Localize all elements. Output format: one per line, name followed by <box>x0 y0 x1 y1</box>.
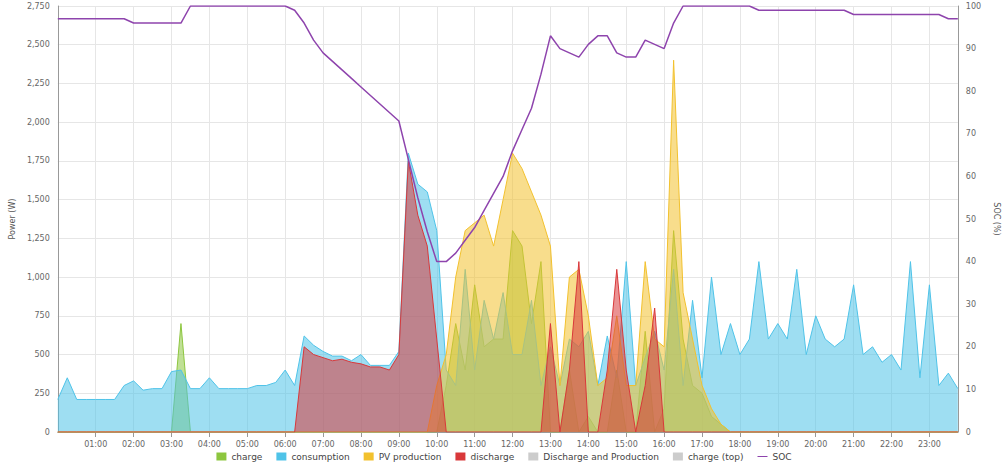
svg-text:06:00: 06:00 <box>274 440 297 449</box>
svg-text:13:00: 13:00 <box>539 440 562 449</box>
svg-text:19:00: 19:00 <box>766 440 789 449</box>
svg-text:100: 100 <box>966 2 981 11</box>
svg-text:50: 50 <box>966 215 976 224</box>
svg-text:1,250: 1,250 <box>27 234 50 243</box>
svg-text:10:00: 10:00 <box>425 440 448 449</box>
svg-text:500: 500 <box>35 350 50 359</box>
svg-text:18:00: 18:00 <box>728 440 751 449</box>
svg-text:40: 40 <box>966 257 976 266</box>
svg-text:15:00: 15:00 <box>615 440 638 449</box>
svg-text:20:00: 20:00 <box>804 440 827 449</box>
svg-text:21:00: 21:00 <box>842 440 865 449</box>
svg-text:discharge: discharge <box>470 452 514 462</box>
svg-text:250: 250 <box>35 389 50 398</box>
svg-text:Discharge and Production: Discharge and Production <box>543 452 659 462</box>
svg-text:1,750: 1,750 <box>27 156 50 165</box>
svg-text:2,250: 2,250 <box>27 79 50 88</box>
svg-text:07:00: 07:00 <box>312 440 335 449</box>
svg-text:12:00: 12:00 <box>501 440 524 449</box>
svg-text:SOC (%): SOC (%) <box>992 202 1001 235</box>
svg-text:30: 30 <box>966 300 976 309</box>
svg-text:2,000: 2,000 <box>27 118 50 127</box>
svg-text:10: 10 <box>966 385 976 394</box>
svg-text:23:00: 23:00 <box>918 440 941 449</box>
svg-text:04:00: 04:00 <box>198 440 221 449</box>
svg-text:01:00: 01:00 <box>84 440 107 449</box>
svg-text:0: 0 <box>966 428 971 437</box>
svg-text:60: 60 <box>966 172 976 181</box>
svg-text:17:00: 17:00 <box>691 440 714 449</box>
svg-text:Power (W): Power (W) <box>8 199 17 240</box>
svg-text:05:00: 05:00 <box>236 440 259 449</box>
svg-text:22:00: 22:00 <box>880 440 903 449</box>
svg-text:14:00: 14:00 <box>577 440 600 449</box>
svg-text:PV production: PV production <box>379 452 442 462</box>
svg-text:80: 80 <box>966 87 976 96</box>
svg-text:750: 750 <box>35 311 50 320</box>
svg-text:16:00: 16:00 <box>653 440 676 449</box>
svg-text:90: 90 <box>966 44 976 53</box>
svg-text:consumption: consumption <box>291 452 349 462</box>
svg-text:2,750: 2,750 <box>27 2 50 11</box>
svg-text:charge: charge <box>231 452 262 462</box>
svg-text:09:00: 09:00 <box>387 440 410 449</box>
svg-text:charge (top): charge (top) <box>688 452 744 462</box>
svg-text:03:00: 03:00 <box>160 440 183 449</box>
svg-text:2,500: 2,500 <box>27 40 50 49</box>
svg-text:SOC: SOC <box>772 452 791 462</box>
svg-text:0: 0 <box>45 428 50 437</box>
svg-text:20: 20 <box>966 342 976 351</box>
svg-text:11:00: 11:00 <box>463 440 486 449</box>
svg-text:08:00: 08:00 <box>349 440 372 449</box>
svg-text:70: 70 <box>966 129 976 138</box>
svg-text:1,500: 1,500 <box>27 195 50 204</box>
svg-text:1,000: 1,000 <box>27 273 50 282</box>
svg-text:02:00: 02:00 <box>122 440 145 449</box>
